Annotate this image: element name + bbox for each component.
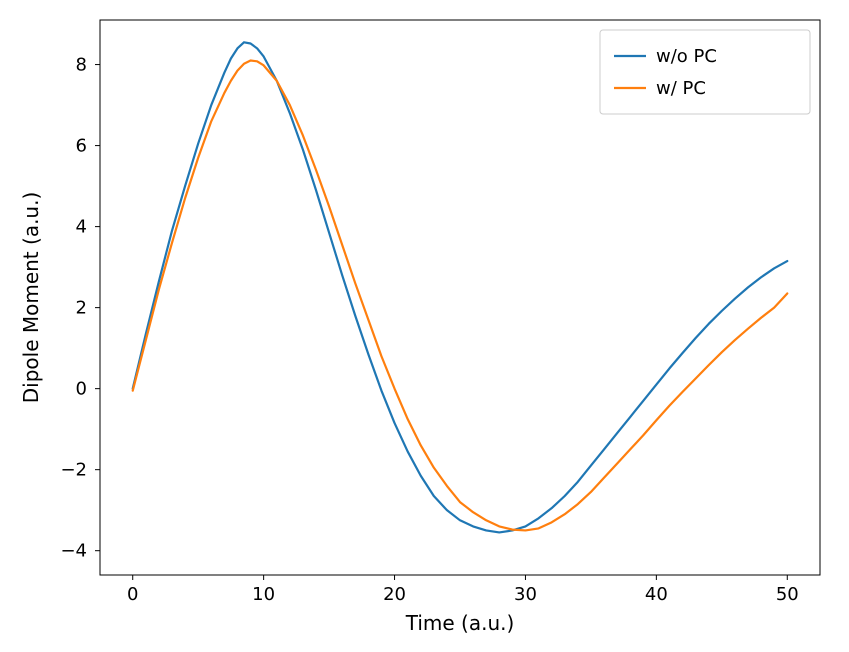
y-tick-label: 2 [76,298,87,319]
x-tick-label: 30 [514,584,537,605]
y-tick-label: 8 [76,55,87,76]
y-tick-label: 4 [76,217,87,238]
y-tick-label: 0 [76,379,87,400]
x-axis-label: Time (a.u.) [405,611,515,635]
legend-label-1: w/ PC [656,78,706,99]
legend-box [600,30,810,114]
y-tick-label: −2 [60,460,87,481]
x-tick-label: 20 [383,584,406,605]
x-tick-label: 10 [252,584,275,605]
y-tick-label: 6 [76,136,87,157]
dipole-moment-chart: 0 10 20 30 40 50 Time (a.u.) −4 −2 0 2 4 6 8 Dipole Mo… [0,0,849,652]
chart-container: 0 10 20 30 40 50 Time (a.u.) −4 −2 0 2 4 6 8 Dipole Mo… [0,0,849,652]
x-tick-label: 0 [127,584,138,605]
y-tick-label: −4 [60,541,87,562]
legend: w/o PC w/ PC [600,30,810,114]
legend-label-0: w/o PC [656,46,717,67]
y-axis-label: Dipole Moment (a.u.) [19,192,43,404]
x-tick-label: 40 [645,584,668,605]
x-tick-label: 50 [776,584,799,605]
